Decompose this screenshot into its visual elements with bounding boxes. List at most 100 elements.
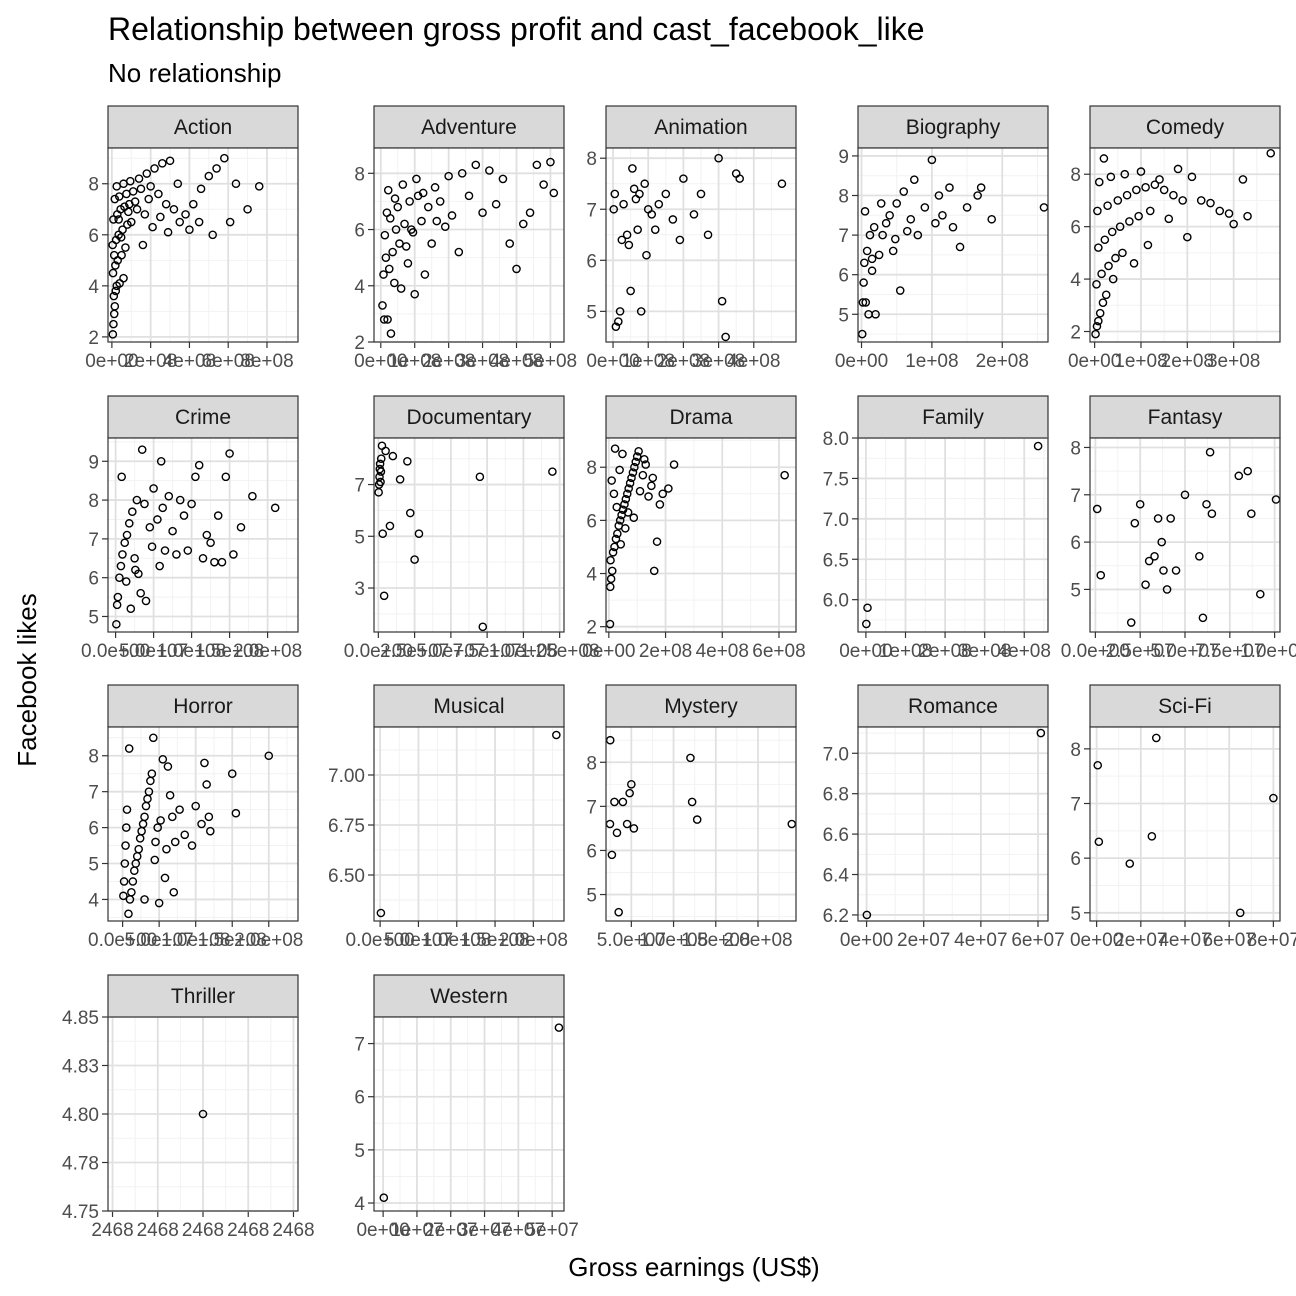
- data-point: [1159, 185, 1169, 195]
- data-point: [549, 188, 559, 198]
- data-point: [620, 524, 630, 533]
- data-point: [1198, 613, 1208, 623]
- data-point: [640, 179, 650, 189]
- data-point: [114, 215, 123, 224]
- x-tick-label: 1e+08: [388, 351, 441, 372]
- data-point: [175, 805, 184, 814]
- facet-strip-label: Thriller: [171, 985, 235, 1008]
- data-point: [206, 538, 215, 548]
- data-point: [121, 243, 130, 252]
- data-point: [412, 174, 421, 184]
- data-point: [220, 153, 229, 163]
- data-point: [116, 233, 126, 242]
- x-tick-label: 1e+07: [390, 1220, 443, 1241]
- data-point: [491, 199, 501, 209]
- data-point: [243, 204, 252, 214]
- data-point: [194, 217, 204, 227]
- panel-border: [1089, 726, 1281, 922]
- data-point: [386, 329, 396, 338]
- data-point: [1125, 217, 1134, 226]
- data-point: [157, 159, 167, 168]
- data-point: [686, 753, 695, 763]
- data-point: [605, 735, 615, 745]
- data-point: [862, 619, 871, 629]
- data-point: [198, 1109, 208, 1119]
- data-point: [606, 574, 616, 584]
- data-point: [654, 199, 664, 209]
- data-point: [1103, 201, 1112, 210]
- data-point: [108, 330, 118, 339]
- data-point: [632, 452, 642, 461]
- data-point: [144, 194, 154, 204]
- panel-border: [1089, 147, 1281, 343]
- data-point: [1106, 172, 1116, 182]
- y-tick-label: 6.75: [328, 816, 365, 837]
- data-point: [639, 454, 649, 464]
- data-point: [381, 446, 390, 456]
- data-point: [622, 230, 632, 240]
- x-tick-label: 2e+08: [124, 351, 177, 372]
- data-point: [862, 910, 872, 920]
- data-point: [859, 278, 868, 287]
- data-point: [202, 780, 211, 789]
- data-point: [1229, 219, 1238, 229]
- y-tick-label: 7: [1070, 486, 1081, 507]
- facet-strip-label: Horror: [173, 695, 233, 718]
- data-point: [552, 730, 561, 740]
- data-point: [668, 215, 678, 224]
- data-point: [687, 797, 697, 807]
- x-tick-label: 8e+08: [240, 351, 293, 372]
- data-point: [1132, 185, 1141, 195]
- data-point: [1093, 760, 1103, 770]
- data-point: [115, 573, 124, 582]
- data-point: [1196, 196, 1206, 205]
- y-tick-label: 4: [88, 277, 99, 298]
- x-tick-label: 0e+00: [354, 351, 407, 372]
- data-point: [417, 216, 426, 226]
- data-point: [1155, 175, 1164, 184]
- data-point: [777, 179, 787, 189]
- data-point: [920, 203, 930, 212]
- data-point: [185, 225, 194, 234]
- x-tick-label: 5.0e+07: [1150, 641, 1219, 662]
- y-tick-label: 8: [1070, 438, 1081, 459]
- data-point: [962, 203, 972, 212]
- data-point: [1171, 566, 1181, 575]
- x-tick-label: 2.0e+08: [234, 930, 303, 951]
- data-point: [858, 298, 868, 307]
- data-point: [890, 234, 900, 244]
- data-point: [140, 210, 150, 219]
- panel-border: [605, 147, 797, 343]
- data-point: [478, 208, 487, 217]
- data-point: [423, 202, 433, 212]
- data-point: [607, 566, 617, 576]
- data-point: [148, 222, 157, 232]
- x-tick-label: 5e+08: [524, 351, 577, 372]
- data-point: [119, 891, 128, 901]
- data-point: [136, 184, 146, 194]
- x-tick-label: 2e+07: [1114, 930, 1167, 951]
- facet-strip: [857, 395, 1049, 439]
- data-point: [635, 486, 645, 496]
- data-point: [141, 596, 151, 606]
- y-tick-label: 6.50: [328, 866, 365, 887]
- data-point: [391, 225, 401, 234]
- data-point: [407, 225, 416, 234]
- data-point: [146, 181, 155, 191]
- data-point: [376, 454, 386, 463]
- data-point: [187, 841, 197, 850]
- facet-romance: Romance 0e+00 2e+07 4e+07 6e+07 6.2 6.4 6.6 6.8 7…: [823, 684, 1065, 951]
- data-point: [1122, 190, 1132, 200]
- facet-strip-label: Action: [174, 116, 232, 139]
- data-point: [197, 819, 206, 829]
- data-point: [1169, 190, 1178, 200]
- y-tick-label: 2: [88, 328, 99, 349]
- facet-strip: [107, 395, 299, 439]
- data-point: [405, 197, 414, 206]
- data-point: [623, 508, 633, 517]
- facet-strip: [107, 105, 299, 149]
- data-point: [122, 530, 132, 540]
- data-point: [156, 212, 165, 222]
- facet-crime: Crime 0.0e+005.0e+071.0e+081.5e+082.0e+08…: [81, 395, 302, 662]
